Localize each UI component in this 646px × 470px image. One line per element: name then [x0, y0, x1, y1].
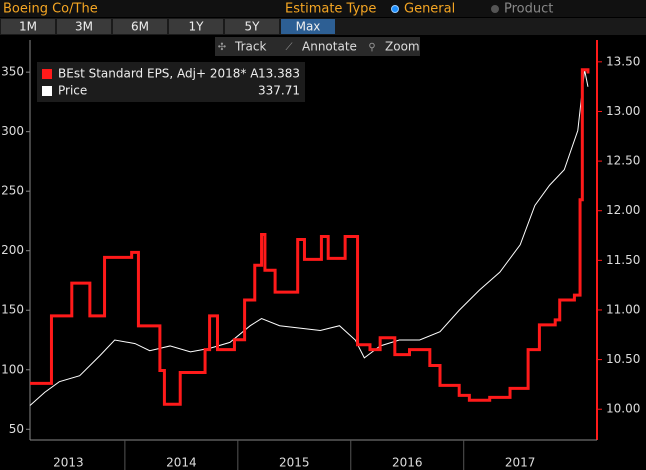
tool-icon[interactable]: ⚲ [368, 42, 375, 53]
estimate-label: Estimate Type [285, 2, 376, 17]
legend-swatch [42, 69, 52, 79]
period-label[interactable]: Max [296, 20, 321, 34]
y-tick-label: 350 [1, 65, 24, 79]
period-button[interactable] [225, 19, 279, 34]
y-tick-label: 50 [9, 422, 24, 436]
y-tick-label: 150 [1, 303, 24, 317]
y2-tick-label: 10.50 [606, 352, 640, 366]
y-tick-label: 250 [1, 184, 24, 198]
toolbar [215, 37, 420, 56]
period-button[interactable] [1, 19, 55, 34]
y-tick-label: 300 [1, 124, 24, 138]
period-label[interactable]: 1M [19, 20, 37, 34]
security-title: Boeing Co/The [3, 2, 98, 17]
y2-tick-label: 13.00 [606, 104, 640, 118]
legend-value: 337.71 [258, 84, 300, 98]
tool-label[interactable]: Track [234, 40, 266, 54]
period-button[interactable] [169, 19, 223, 34]
period-button[interactable] [281, 19, 335, 34]
radio[interactable] [391, 5, 399, 13]
x-tick-label: 2015 [279, 456, 310, 470]
y2-tick-label: 11.00 [606, 302, 640, 316]
option-label[interactable]: Product [504, 2, 553, 17]
tool-icon[interactable]: ✣ [218, 42, 226, 53]
period-button[interactable] [113, 19, 167, 34]
period-button[interactable] [57, 19, 111, 34]
y-tick-label: 200 [1, 243, 24, 257]
option-label[interactable]: General [404, 2, 455, 17]
series-line [29, 69, 589, 406]
legend-label: BEst Standard EPS, Adj+ 2018* A [58, 67, 259, 81]
radio[interactable] [491, 5, 499, 13]
period-label[interactable]: 5Y [245, 20, 261, 34]
x-tick-label: 2017 [505, 456, 536, 470]
period-label[interactable]: 3M [75, 20, 93, 34]
y2-tick-label: 13.50 [606, 54, 640, 68]
period-label[interactable]: 6M [131, 20, 149, 34]
tool-icon[interactable]: ⟋ [286, 42, 293, 53]
x-tick-label: 2014 [166, 456, 197, 470]
series-line [30, 68, 590, 406]
y-tick-label: 100 [1, 362, 24, 376]
legend-box [37, 62, 305, 102]
y2-tick-label: 11.50 [606, 253, 640, 267]
y2-tick-label: 12.00 [606, 203, 640, 217]
legend-swatch [42, 86, 52, 96]
tool-label[interactable]: Annotate [302, 40, 357, 54]
plot [29, 68, 590, 406]
period-label[interactable]: 1Y [189, 20, 205, 34]
header-bar [0, 0, 646, 17]
legend-value: 13.383 [258, 67, 300, 81]
y2-tick-label: 12.50 [606, 154, 640, 168]
legend-label: Price [58, 84, 87, 98]
x-tick-label: 2016 [392, 456, 423, 470]
y2-tick-label: 10.00 [606, 402, 640, 416]
tool-label[interactable]: Zoom [385, 40, 420, 54]
x-tick-label: 2013 [53, 456, 84, 470]
